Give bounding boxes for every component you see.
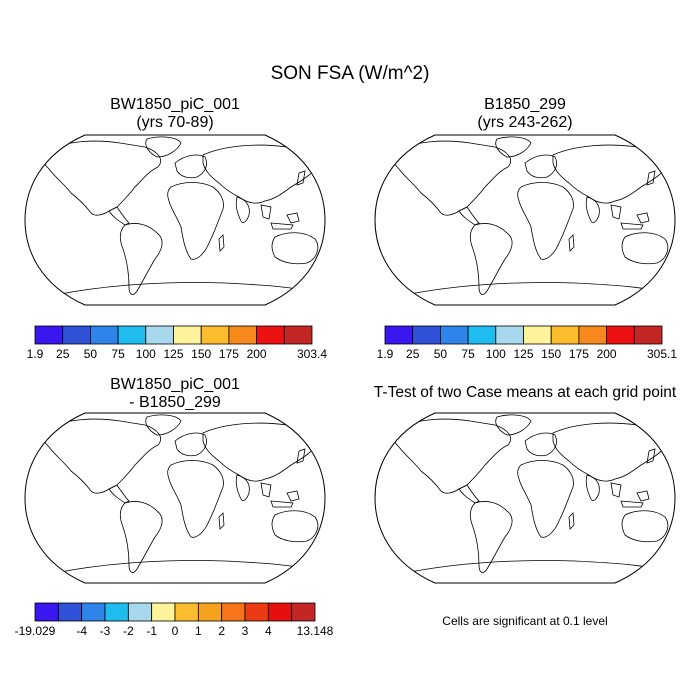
colorbar-box <box>197 602 223 622</box>
ocean <box>25 413 325 583</box>
colorbar-tick-label: 305.1 <box>647 347 677 361</box>
map-border <box>24 412 326 584</box>
colorbar-tick-label: 0 <box>172 624 179 638</box>
colorbar-tick-label: -1 <box>146 624 157 638</box>
map-panel-ttest <box>374 412 676 584</box>
panel-a-title-line1: BW1850_piC_001 <box>110 96 240 113</box>
colorbar-box <box>439 325 469 345</box>
colorbar-tick-label: 1.9 <box>27 347 44 361</box>
colorbar-tick-label: 100 <box>136 347 156 361</box>
colorbars-layer: 1.9 25 50 75 100 125 150 175 200 303.4 1.9 25 50 75 10… <box>15 325 677 638</box>
figure-title: SON FSA (W/m^2) <box>270 63 430 84</box>
colorbar-box <box>633 325 663 345</box>
colorbar-tick-label: 175 <box>569 347 589 361</box>
colorbar-diff: -19.029 -4 -3 -2 -1 0 1 2 3 4 13.148 <box>15 602 334 638</box>
significance-note: Cells are significant at 0.1 level <box>442 614 608 628</box>
panel-ttest-title: T-Test of two Case means at each grid po… <box>373 384 677 401</box>
colorbar-tick-label: -3 <box>100 624 111 638</box>
map-panel-case_a <box>24 134 326 306</box>
map-panel-diff <box>24 412 326 584</box>
colorbar-box <box>578 325 608 345</box>
colorbar-tick-label: -19.029 <box>15 624 56 638</box>
colorbar-case_a: 1.9 25 50 75 100 125 150 175 200 303.4 <box>27 325 327 361</box>
colorbar-box <box>34 602 59 622</box>
colorbar-box <box>90 325 119 345</box>
colorbar-case_b: 1.9 25 50 75 100 125 150 175 200 305.1 <box>377 325 677 361</box>
colorbar-box <box>267 602 293 622</box>
ocean <box>375 413 675 583</box>
colorbar-box <box>523 325 552 345</box>
colorbar-tick-label: 75 <box>461 347 475 361</box>
panel-diff-title-line2: - B1850_299 <box>129 394 221 411</box>
colorbar-tick-label: 200 <box>247 347 267 361</box>
colorbar-box <box>256 325 285 345</box>
panels-layer <box>24 134 676 584</box>
colorbar-tick-label: 50 <box>84 347 98 361</box>
colorbar-tick-label: 200 <box>597 347 617 361</box>
ocean <box>375 135 675 305</box>
colorbar-box <box>412 325 441 345</box>
panel-diff-title-line1: BW1850_piC_001 <box>110 376 240 393</box>
colorbar-tick-label: 1.9 <box>377 347 394 361</box>
colorbar-box <box>117 325 147 345</box>
ocean <box>25 135 325 305</box>
colorbar-box <box>244 602 269 622</box>
map-border <box>374 412 676 584</box>
colorbar-tick-label: 150 <box>191 347 211 361</box>
colorbar-box <box>151 602 176 622</box>
colorbar-tick-label: 3 <box>242 624 249 638</box>
colorbar-tick-label: 150 <box>541 347 561 361</box>
colorbar-box <box>57 602 83 622</box>
colorbar-box <box>495 325 524 345</box>
colorbar-box <box>291 602 316 622</box>
colorbar-tick-label: 25 <box>406 347 420 361</box>
colorbar-box <box>81 602 106 622</box>
colorbar-tick-label: 25 <box>56 347 70 361</box>
colorbar-tick-label: 303.4 <box>297 347 327 361</box>
colorbar-tick-label: 50 <box>434 347 448 361</box>
colorbar-tick-label: 2 <box>218 624 225 638</box>
colorbar-tick-label: 13.148 <box>297 624 334 638</box>
colorbar-tick-label: 125 <box>163 347 183 361</box>
panel-a-title-line2: (yrs 70-89) <box>136 114 214 131</box>
colorbar-tick-label: 1 <box>195 624 202 638</box>
colorbar-box <box>173 325 202 345</box>
colorbar-box <box>62 325 91 345</box>
colorbar-tick-label: 75 <box>111 347 125 361</box>
map-border <box>374 134 676 306</box>
panel-b-title-line1: B1850_299 <box>484 96 566 113</box>
colorbar-box <box>467 325 497 345</box>
colorbar-box <box>34 325 64 345</box>
colorbar-box <box>127 602 153 622</box>
colorbar-box <box>104 602 129 622</box>
colorbar-tick-label: 4 <box>265 624 272 638</box>
colorbar-box <box>221 602 246 622</box>
panel-b-title-line2: (yrs 243-262) <box>477 114 573 131</box>
colorbar-box <box>550 325 580 345</box>
colorbar-box <box>145 325 174 345</box>
map-border <box>24 134 326 306</box>
colorbar-box <box>174 602 199 622</box>
colorbar-box <box>384 325 414 345</box>
colorbar-tick-label: 125 <box>513 347 533 361</box>
colorbar-tick-label: -2 <box>123 624 134 638</box>
colorbar-tick-label: -4 <box>76 624 87 638</box>
colorbar-box <box>200 325 230 345</box>
colorbar-tick-label: 100 <box>486 347 506 361</box>
colorbar-box <box>606 325 635 345</box>
map-panel-case_b <box>374 134 676 306</box>
colorbar-tick-label: 175 <box>219 347 239 361</box>
colorbar-box <box>228 325 257 345</box>
colorbar-box <box>283 325 313 345</box>
